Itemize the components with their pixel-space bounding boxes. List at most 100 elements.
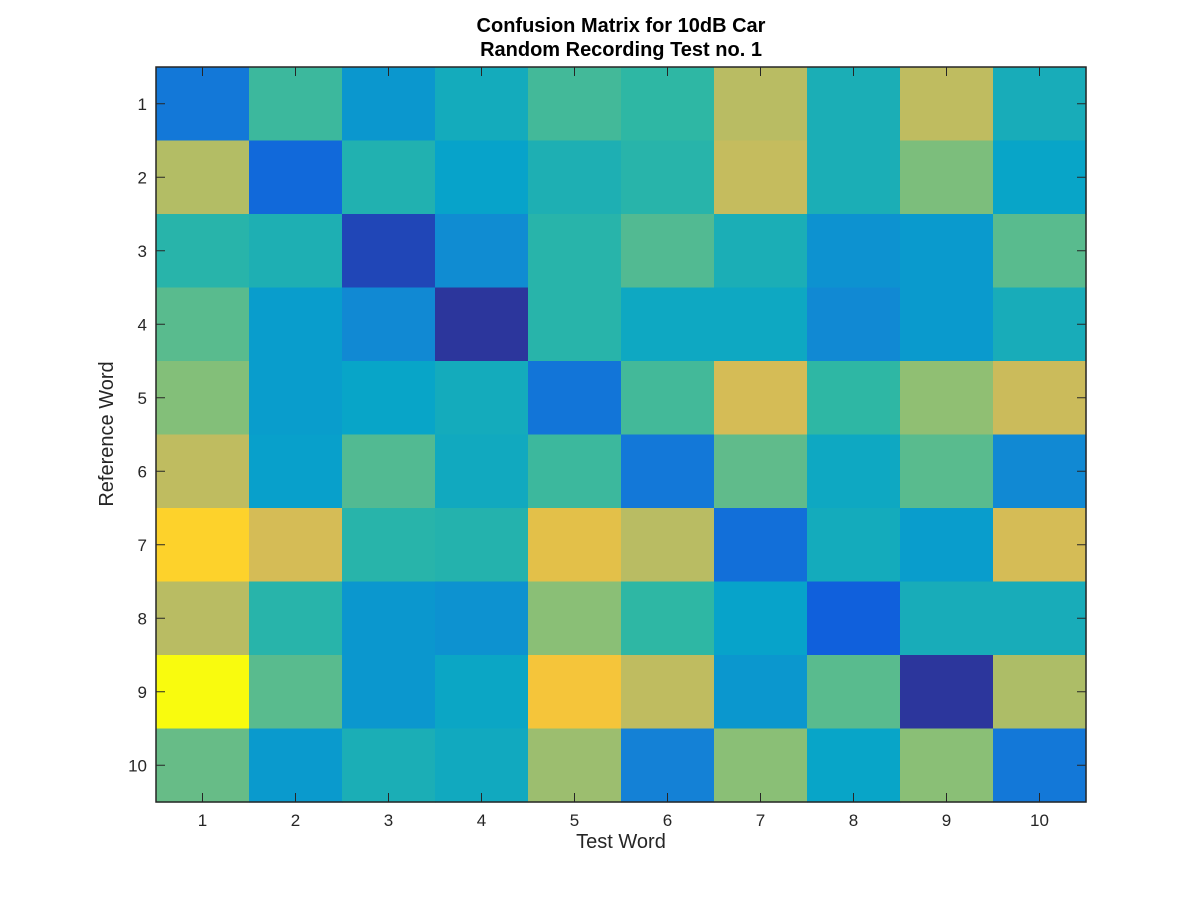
heatmap-cell bbox=[621, 508, 715, 583]
heatmap-cell bbox=[900, 287, 994, 362]
heatmap-cell bbox=[807, 728, 901, 803]
heatmap-cell bbox=[714, 287, 808, 362]
heatmap-cell bbox=[528, 287, 622, 362]
heatmap-cell bbox=[807, 67, 901, 142]
heatmap-cell bbox=[249, 67, 343, 142]
heatmap-cell bbox=[528, 655, 622, 730]
x-tick-label: 9 bbox=[942, 811, 951, 830]
heatmap-cell bbox=[621, 287, 715, 362]
heatmap-cell bbox=[342, 728, 436, 803]
heatmap-cell bbox=[435, 728, 529, 803]
heatmap-cell bbox=[900, 214, 994, 289]
heatmap-cell bbox=[156, 287, 250, 362]
heatmap-cell bbox=[993, 140, 1087, 215]
heatmap-cell bbox=[900, 508, 994, 583]
heatmap-cell bbox=[435, 581, 529, 656]
y-tick-label: 1 bbox=[138, 95, 147, 114]
heatmap-cell bbox=[342, 655, 436, 730]
x-tick-label: 5 bbox=[570, 811, 579, 830]
heatmap-cell bbox=[342, 581, 436, 656]
heatmap-cell bbox=[528, 434, 622, 509]
heatmap-cell bbox=[714, 67, 808, 142]
heatmap-cell bbox=[714, 361, 808, 436]
x-tick-label: 6 bbox=[663, 811, 672, 830]
y-tick-labels: 1 2 3 4 5 6 7 8 9 10 bbox=[128, 95, 147, 776]
y-tick-label: 10 bbox=[128, 756, 147, 775]
y-tick-label: 7 bbox=[138, 536, 147, 555]
heatmap-cell bbox=[435, 140, 529, 215]
y-axis-label: Reference Word bbox=[96, 361, 118, 506]
heatmap-cell bbox=[993, 434, 1087, 509]
heatmap-cell bbox=[621, 361, 715, 436]
heatmap-cell bbox=[156, 214, 250, 289]
chart-title-line-1: Confusion Matrix for 10dB Car bbox=[477, 15, 766, 37]
heatmap-cell bbox=[342, 140, 436, 215]
heatmap-cell bbox=[528, 67, 622, 142]
heatmap-cell bbox=[621, 728, 715, 803]
heatmap-cell bbox=[528, 140, 622, 215]
heatmap-cell bbox=[435, 214, 529, 289]
heatmap-cell bbox=[528, 728, 622, 803]
chart-title-line-2: Random Recording Test no. 1 bbox=[480, 39, 762, 61]
heatmap-cell bbox=[900, 361, 994, 436]
x-tick-label: 10 bbox=[1030, 811, 1049, 830]
heatmap-cell bbox=[993, 655, 1087, 730]
heatmap-cell bbox=[249, 140, 343, 215]
heatmap-cell bbox=[900, 67, 994, 142]
heatmap-cell bbox=[807, 581, 901, 656]
heatmap-cell bbox=[714, 508, 808, 583]
plot-frame bbox=[155, 66, 1087, 803]
heatmap-cell bbox=[156, 361, 250, 436]
heatmap-cell bbox=[342, 67, 436, 142]
heatmap-cell bbox=[900, 434, 994, 509]
heatmap-cell bbox=[249, 214, 343, 289]
heatmap-cell bbox=[249, 655, 343, 730]
heatmap-cell bbox=[528, 508, 622, 583]
heatmap-cell bbox=[528, 361, 622, 436]
heatmap-cell bbox=[156, 581, 250, 656]
heatmap-cell bbox=[807, 214, 901, 289]
heatmap-cell bbox=[714, 140, 808, 215]
heatmap-cell bbox=[435, 67, 529, 142]
x-tick-label: 3 bbox=[384, 811, 393, 830]
heatmap-cell bbox=[342, 508, 436, 583]
heatmap-cell bbox=[807, 508, 901, 583]
heatmap-cell bbox=[435, 434, 529, 509]
heatmap-cell bbox=[993, 508, 1087, 583]
heatmap-cell bbox=[993, 361, 1087, 436]
heatmap-cell bbox=[156, 728, 250, 803]
heatmap-cell bbox=[807, 434, 901, 509]
heatmap-cell bbox=[249, 361, 343, 436]
heatmap-cell bbox=[435, 508, 529, 583]
heatmap-cell bbox=[342, 287, 436, 362]
heatmap-cell bbox=[156, 508, 250, 583]
heatmap-cell bbox=[900, 581, 994, 656]
heatmap-cell bbox=[249, 581, 343, 656]
heatmap-cell bbox=[714, 434, 808, 509]
x-tick-label: 4 bbox=[477, 811, 486, 830]
heatmap-cell bbox=[249, 434, 343, 509]
heatmap-cell bbox=[621, 140, 715, 215]
heatmap-cell bbox=[900, 655, 994, 730]
heatmap-cell bbox=[900, 728, 994, 803]
heatmap-cell bbox=[714, 728, 808, 803]
heatmap-cell bbox=[993, 581, 1087, 656]
heatmap-cell bbox=[342, 361, 436, 436]
heatmap-cell bbox=[900, 140, 994, 215]
x-tick-label: 1 bbox=[198, 811, 207, 830]
heatmap-cell bbox=[807, 655, 901, 730]
heatmap-cell bbox=[249, 728, 343, 803]
y-tick-label: 4 bbox=[138, 315, 147, 334]
y-tick-label: 5 bbox=[138, 389, 147, 408]
y-tick-label: 3 bbox=[138, 242, 147, 261]
heatmap-cell bbox=[342, 214, 436, 289]
heatmap-cell bbox=[993, 214, 1087, 289]
y-tick-label: 9 bbox=[138, 683, 147, 702]
heatmap-cell bbox=[621, 655, 715, 730]
heatmap-cell bbox=[156, 140, 250, 215]
x-tick-label: 8 bbox=[849, 811, 858, 830]
heatmap-cell bbox=[621, 214, 715, 289]
heatmap-cell bbox=[714, 655, 808, 730]
heatmap-cell bbox=[435, 361, 529, 436]
